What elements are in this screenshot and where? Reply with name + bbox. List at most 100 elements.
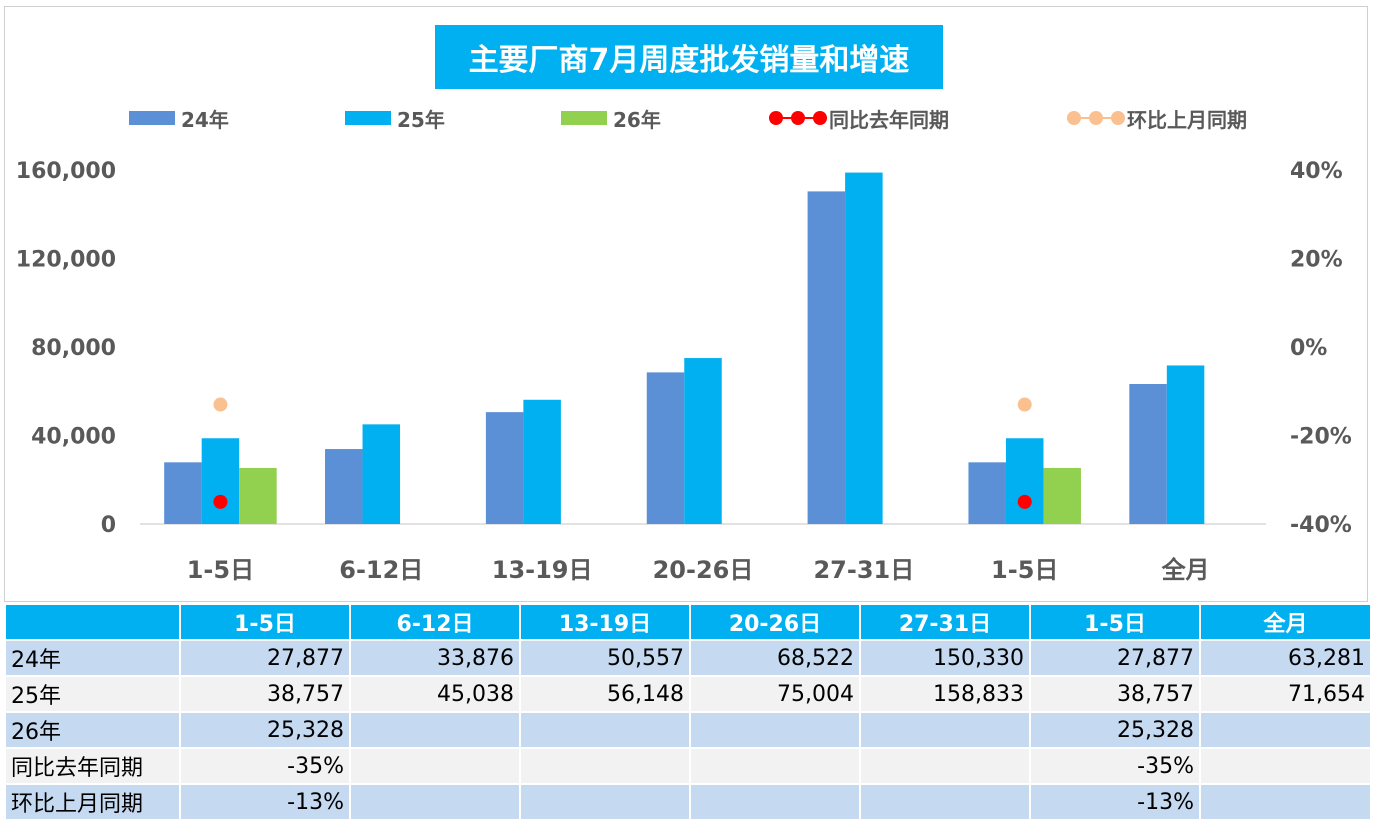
- table-header-row: 1-5日 6-12日 13-19日 20-26日 27-31日 1-5日 全月: [4, 603, 1372, 641]
- table-row: 25年 38,757 45,038 56,148 75,004 158,833 …: [4, 675, 1372, 713]
- table-cell: 27,877: [179, 639, 351, 677]
- marker-同比去年同期-5: [1017, 494, 1032, 509]
- x-axis-tick-label: 1-5日: [187, 556, 254, 584]
- bar-26年-5: [1043, 467, 1081, 524]
- x-axis-tick-label: 全月: [1161, 556, 1210, 584]
- table-cell: 71,654: [1199, 675, 1372, 713]
- y2-axis-tick-label: 0%: [1290, 336, 1327, 361]
- y-axis-tick-label: 80,000: [31, 336, 116, 361]
- table-cell: [689, 783, 861, 821]
- y-axis-tick-label: 160,000: [16, 159, 116, 184]
- legend-label-24: 24年: [181, 107, 229, 132]
- table-cell: [859, 747, 1031, 785]
- table-cell: [519, 783, 691, 821]
- table-cell: 75,004: [689, 675, 861, 713]
- bar-24年-6: [1129, 383, 1167, 524]
- table-header-cell: 1-5日: [179, 603, 351, 641]
- legend-item-yoy: 同比去年同期: [769, 103, 949, 133]
- table-cell: 27,877: [1029, 639, 1201, 677]
- table-row-label: 环比上月同期: [4, 783, 181, 821]
- table-cell: [689, 711, 861, 749]
- table-header-cell: 27-31日: [859, 603, 1031, 641]
- legend-swatch-24: [129, 111, 175, 125]
- table-row-label: 同比去年同期: [4, 747, 181, 785]
- bar-24年-5: [968, 462, 1006, 524]
- x-axis-tick-label: 27-31日: [813, 556, 914, 584]
- bar-24年-4: [807, 191, 846, 524]
- bar-25年-1: [362, 424, 401, 524]
- table-row: 24年 27,877 33,876 50,557 68,522 150,330 …: [4, 639, 1372, 677]
- table-cell: [349, 747, 521, 785]
- legend-label-26: 26年: [613, 107, 661, 132]
- legend-line-mom: [1067, 110, 1125, 126]
- bar-26年-0: [239, 467, 277, 524]
- legend-line-yoy: [769, 110, 827, 126]
- x-axis-tick-label: 1-5日: [991, 556, 1058, 584]
- marker-同比去年同期-0: [213, 494, 228, 509]
- table-cell: 158,833: [859, 675, 1031, 713]
- bar-25年-2: [523, 399, 561, 524]
- table-cell: -13%: [1029, 783, 1201, 821]
- table-cell: 56,148: [519, 675, 691, 713]
- table-header-cell: 全月: [1199, 603, 1372, 641]
- x-axis-tick-label: 6-12日: [339, 556, 423, 584]
- table-cell: 38,757: [1029, 675, 1201, 713]
- table-cell: [349, 783, 521, 821]
- bar-24年-3: [646, 372, 685, 524]
- bar-24年-1: [325, 449, 363, 524]
- table-cell: 50,557: [519, 639, 691, 677]
- data-table: 1-5日 6-12日 13-19日 20-26日 27-31日 1-5日 全月 …: [4, 603, 1372, 821]
- table-cell: [1199, 747, 1372, 785]
- table-cell: 33,876: [349, 639, 521, 677]
- table-row: 26年 25,328 25,328: [4, 711, 1372, 749]
- table-row: 环比上月同期 -13% -13%: [4, 783, 1372, 821]
- legend-item-24: 24年: [129, 103, 229, 133]
- bar-24年-0: [164, 462, 202, 524]
- y2-axis-tick-label: 20%: [1290, 248, 1343, 273]
- legend-label-mom: 环比上月同期: [1127, 107, 1247, 132]
- y-axis-tick-label: 40,000: [31, 425, 116, 450]
- table-cell: [519, 711, 691, 749]
- table-row: 同比去年同期 -35% -35%: [4, 747, 1372, 785]
- y-axis-tick-label: 120,000: [16, 248, 116, 273]
- y2-axis-tick-label: -20%: [1290, 425, 1352, 450]
- legend-item-26: 26年: [561, 103, 661, 133]
- table-header-cell: [4, 603, 181, 641]
- y-axis-tick-label: 0: [101, 513, 116, 538]
- legend-item-25: 25年: [345, 103, 445, 133]
- table-cell: [1199, 711, 1372, 749]
- table-cell: 38,757: [179, 675, 351, 713]
- bar-24年-2: [485, 412, 524, 524]
- table-header-cell: 13-19日: [519, 603, 691, 641]
- bar-25年-5: [1005, 438, 1044, 524]
- legend-label-yoy: 同比去年同期: [829, 107, 949, 132]
- table-cell: 63,281: [1199, 639, 1372, 677]
- table-cell: [689, 747, 861, 785]
- table-cell: -35%: [179, 747, 351, 785]
- table-cell: [859, 711, 1031, 749]
- legend-swatch-26: [561, 111, 607, 125]
- chart-title: 主要厂商7月周度批发销量和增速: [435, 25, 943, 89]
- table-cell: [1199, 783, 1372, 821]
- legend-label-25: 25年: [397, 107, 445, 132]
- table-cell: [859, 783, 1031, 821]
- table-header-cell: 20-26日: [689, 603, 861, 641]
- y2-axis-tick-label: 40%: [1290, 159, 1343, 184]
- table-cell: -13%: [179, 783, 351, 821]
- table-row-label: 25年: [4, 675, 181, 713]
- bar-25年-4: [845, 172, 883, 525]
- x-axis-tick-label: 13-19日: [492, 556, 593, 584]
- plot-area: 0 40,000 80,000 120,000 160,000 -40% -20% 0% 20%…: [16, 159, 1352, 584]
- table-header-cell: 1-5日: [1029, 603, 1201, 641]
- table-row-label: 24年: [4, 639, 181, 677]
- x-axis-tick-label: 20-26日: [653, 556, 754, 584]
- bar-25年-6: [1166, 365, 1205, 524]
- marker-环比上月同期-5: [1017, 397, 1032, 412]
- table-cell: [349, 711, 521, 749]
- legend-item-mom: 环比上月同期: [1067, 103, 1247, 133]
- legend-swatch-25: [345, 111, 391, 125]
- table-cell: [519, 747, 691, 785]
- table-row-label: 26年: [4, 711, 181, 749]
- table-cell: -35%: [1029, 747, 1201, 785]
- table-cell: 150,330: [859, 639, 1031, 677]
